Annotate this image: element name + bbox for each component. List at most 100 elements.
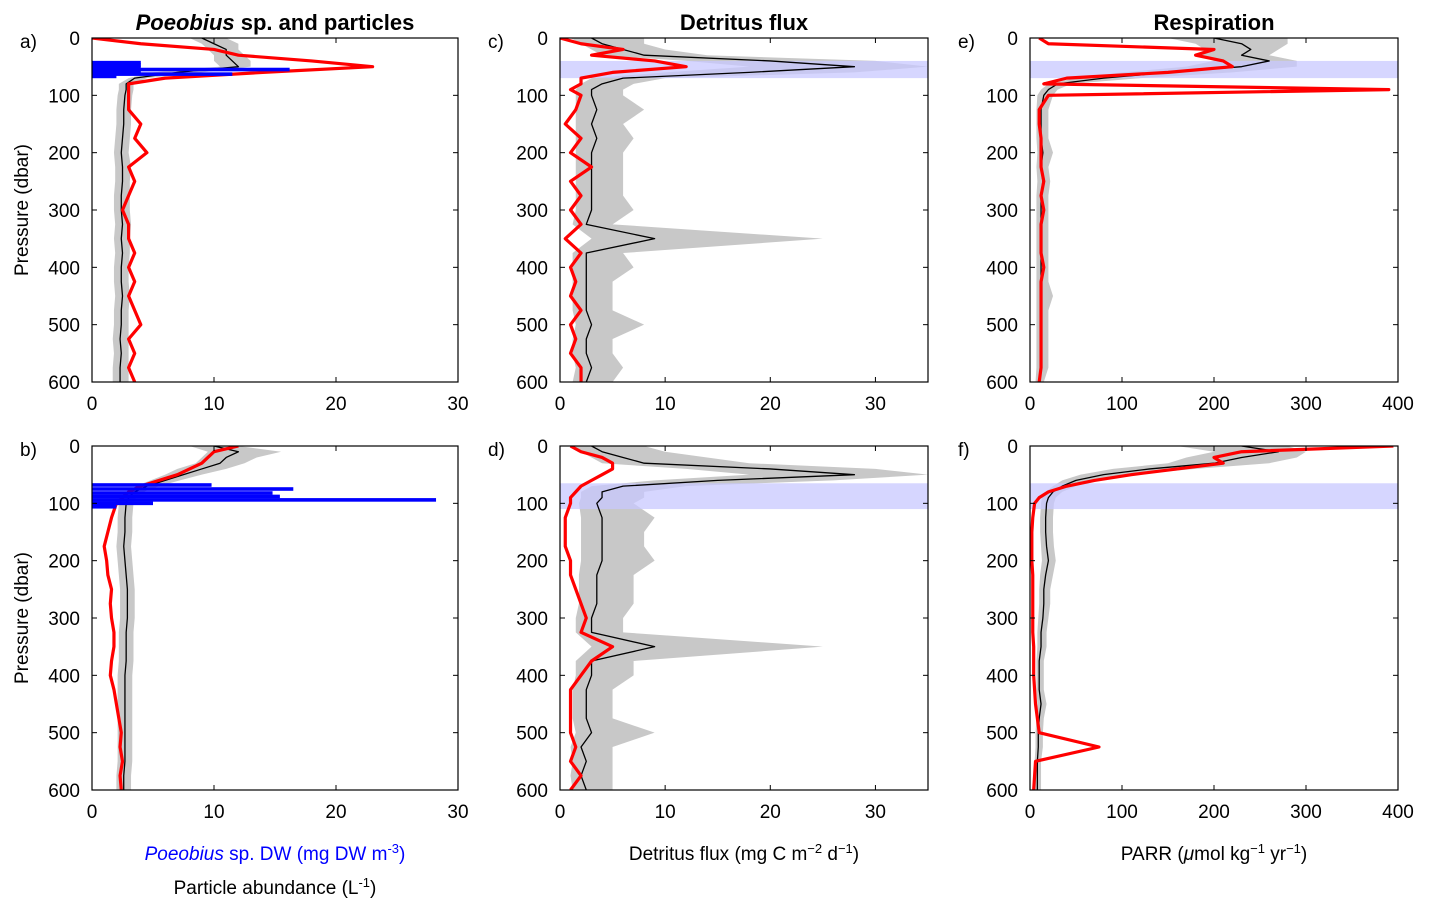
bar (92, 70, 141, 74)
highlight-band (1030, 483, 1398, 510)
plot-area (92, 446, 437, 790)
y-tick-label: 400 (986, 666, 1018, 687)
text-segment: −2 (807, 841, 822, 856)
bar (92, 504, 117, 509)
x-tick-label: 300 (1290, 802, 1322, 823)
profile-line (560, 38, 688, 382)
y-tick-label: 500 (516, 316, 548, 337)
y-tick-label: 0 (537, 29, 548, 50)
y-tick-label: 300 (986, 201, 1018, 222)
y-tick-label: 100 (48, 86, 80, 107)
y-tick-label: 400 (986, 258, 1018, 279)
panel-label: b) (20, 440, 37, 461)
bar (92, 74, 117, 79)
profile-line (123, 446, 240, 790)
axes-box (91, 37, 459, 383)
y-tick-label: 200 (516, 552, 548, 573)
text-segment: -3 (387, 841, 399, 856)
panel-label: a) (20, 32, 37, 53)
y-tick-label: 500 (986, 724, 1018, 745)
y-tick-label: 100 (516, 86, 548, 107)
highlight-band (560, 60, 928, 79)
text-segment: −1 (1250, 841, 1265, 856)
y-tick-label: 300 (48, 609, 80, 630)
x-tick-label: 0 (1025, 802, 1036, 823)
bar (92, 72, 233, 76)
x-tick-label: 10 (203, 394, 224, 415)
text-segment: Poeobius (136, 10, 235, 35)
profile-line (563, 446, 615, 790)
x-axis-label: Detritus flux (mg C m−2 d−1) (629, 841, 859, 866)
y-tick-label: 0 (1007, 437, 1018, 458)
bar (92, 65, 141, 70)
y-tick-label: 500 (48, 724, 80, 745)
x-tick-label: 300 (1290, 394, 1322, 415)
range-band (1035, 38, 1297, 382)
y-tick-label: 0 (69, 29, 80, 50)
bar (92, 483, 212, 487)
text-segment: mol kg (1194, 844, 1250, 865)
y-tick-label: 500 (986, 316, 1018, 337)
y-tick-label: 100 (986, 86, 1018, 107)
x-tick-label: 400 (1382, 802, 1414, 823)
x-tick-label: 30 (447, 802, 468, 823)
x-tick-label: 10 (203, 802, 224, 823)
y-tick-label: 300 (516, 609, 548, 630)
y-tick-label: 400 (516, 666, 548, 687)
x-tick-label: 400 (1382, 394, 1414, 415)
profile-line (1037, 38, 1391, 382)
x-tick-label: 100 (1106, 802, 1138, 823)
y-tick-label: 200 (986, 552, 1018, 573)
text-segment: -1 (358, 875, 370, 890)
text-segment: sp. and particles (235, 10, 415, 35)
x-tick-label: 10 (655, 802, 676, 823)
text-segment: yr (1265, 844, 1287, 865)
profile-line (1036, 446, 1280, 790)
bar (92, 60, 141, 65)
bar (92, 501, 153, 506)
panel-label: e) (958, 32, 975, 53)
y-axis-label: Pressure (dbar) (12, 144, 33, 276)
panel-label: f) (958, 440, 970, 461)
x-tick-label: 0 (555, 802, 566, 823)
plot-area (1030, 446, 1398, 790)
range-band (112, 38, 251, 382)
y-tick-label: 600 (48, 781, 80, 802)
y-tick-label: 400 (48, 666, 80, 687)
range-band (570, 38, 928, 382)
text-segment: Poeobius (145, 844, 225, 865)
profile-line (119, 38, 240, 382)
y-tick-label: 0 (69, 437, 80, 458)
y-tick-label: 0 (1007, 29, 1018, 50)
y-tick-label: 600 (986, 373, 1018, 394)
y-tick-label: 200 (48, 552, 80, 573)
y-tick-label: 600 (516, 781, 548, 802)
x-tick-label: 100 (1106, 394, 1138, 415)
y-tick-label: 300 (516, 201, 548, 222)
panel-title: Respiration (1153, 10, 1274, 35)
y-tick-label: 100 (986, 494, 1018, 515)
plot-area (560, 38, 928, 382)
y-tick-label: 300 (48, 201, 80, 222)
y-tick-label: 400 (516, 258, 548, 279)
x-tick-label: 0 (87, 394, 98, 415)
x-tick-label: 0 (1025, 394, 1036, 415)
bar (92, 63, 141, 67)
profile-line (92, 38, 375, 382)
profile-line (580, 446, 856, 790)
text-segment: ) (1301, 844, 1307, 865)
text-segment: μ (1183, 844, 1195, 865)
x-tick-label: 10 (655, 394, 676, 415)
profile-line (102, 446, 239, 790)
x-tick-label: 200 (1198, 394, 1230, 415)
text-segment: PARR ( (1121, 844, 1185, 865)
y-tick-label: 100 (48, 494, 80, 515)
x-tick-label: 20 (760, 394, 781, 415)
y-axis-label: Pressure (dbar) (12, 552, 33, 684)
y-tick-label: 200 (48, 144, 80, 165)
range-band (570, 446, 928, 790)
text-segment: −1 (838, 841, 853, 856)
x-tick-label: 30 (865, 394, 886, 415)
y-tick-label: 500 (516, 724, 548, 745)
y-tick-label: 100 (516, 494, 548, 515)
